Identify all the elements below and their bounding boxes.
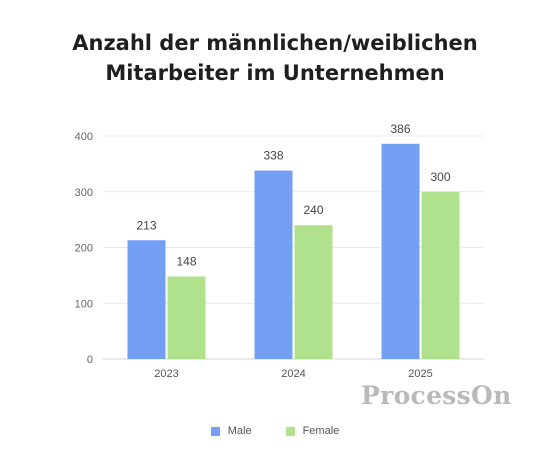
- grid-lines: [103, 135, 484, 360]
- watermark-processon: ProcessOn: [361, 381, 512, 410]
- legend-swatch-female: [285, 426, 295, 436]
- value-label-male-2025: 386: [390, 122, 410, 136]
- legend-swatch-male: [210, 426, 220, 436]
- bar-female-2024[interactable]: [294, 225, 333, 359]
- value-label-female-2025: 300: [430, 170, 450, 184]
- chart-title-line-1: Anzahl der männlichen/weiblichen: [72, 31, 478, 55]
- chart-title-line-2: Mitarbeiter im Unternehmen: [105, 61, 445, 85]
- bar-value-labels: 213 148 338 240 386 300: [136, 122, 450, 269]
- y-tick-label: 200: [75, 243, 93, 255]
- value-label-male-2023: 213: [136, 218, 156, 232]
- y-tick-label: 0: [87, 354, 93, 366]
- bars: [127, 143, 460, 359]
- value-label-female-2024: 240: [303, 203, 323, 217]
- value-label-male-2024: 338: [263, 149, 283, 163]
- bar-male-2025[interactable]: [381, 143, 420, 359]
- y-axis-tick-labels: 0 100 200 300 400: [75, 131, 93, 366]
- legend-item-female[interactable]: Female: [285, 425, 340, 437]
- legend-item-male[interactable]: Male: [210, 425, 252, 437]
- bar-female-2025[interactable]: [421, 191, 460, 359]
- x-tick-label-2025: 2025: [408, 368, 432, 380]
- value-label-female-2023: 148: [176, 254, 196, 268]
- legend: Male Female: [0, 425, 550, 437]
- x-tick-label-2024: 2024: [281, 368, 305, 380]
- y-tick-label: 300: [75, 187, 93, 199]
- x-tick-label-2023: 2023: [154, 368, 178, 380]
- chart-title: Anzahl der männlichen/weiblichen Mitarbe…: [0, 28, 550, 88]
- bar-male-2023[interactable]: [127, 240, 166, 359]
- x-axis-tick-labels: 2023 2024 2025: [154, 368, 432, 380]
- bar-male-2024[interactable]: [254, 170, 293, 359]
- y-tick-label: 100: [75, 298, 93, 310]
- bar-female-2023[interactable]: [167, 276, 206, 359]
- legend-label-female: Female: [302, 425, 340, 437]
- y-tick-label: 400: [75, 131, 93, 143]
- legend-label-male: Male: [227, 425, 252, 437]
